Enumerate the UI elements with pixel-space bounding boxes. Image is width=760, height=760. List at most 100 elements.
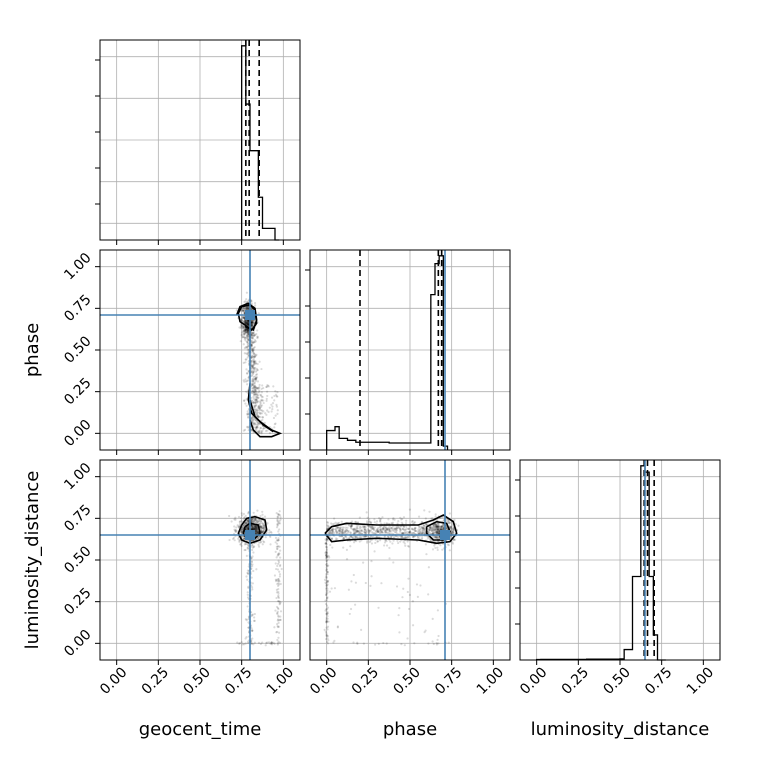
scatter-point [246,328,249,331]
scatter-point [336,537,339,541]
scatter-point [252,332,255,335]
scatter-point [251,332,255,335]
scatter-point [255,419,258,422]
scatter-point [407,527,411,530]
scatter-point [251,336,254,340]
scatter-point [251,349,254,352]
scatter-point [326,564,329,567]
scatter-point [278,580,281,583]
scatter-point [325,554,328,557]
scatter-point [339,530,342,533]
scatter-point [250,354,253,357]
scatter-point [326,520,329,524]
scatter-point [255,527,258,530]
scatter-point [246,322,250,326]
scatter-point [256,391,259,394]
x-tick-label: 0.25 [349,664,382,697]
scatter-point [255,409,258,412]
scatter-point [253,398,256,402]
scatter-point [247,307,250,310]
scatter-point [379,532,382,535]
scatter-point [246,323,249,326]
scatter-point [325,599,328,602]
scatter-point [262,401,265,405]
scatter-point [262,399,265,402]
scatter-point [251,629,254,632]
scatter-point [252,367,255,370]
scatter-point [416,530,419,533]
scatter-point [245,298,248,301]
scatter-point [326,628,329,631]
scatter-point [250,364,253,367]
scatter-point [436,529,440,532]
scatter-point [252,337,255,340]
scatter-point [261,526,264,529]
scatter-point [255,411,258,414]
scatter-point [380,530,384,533]
scatter-point [254,519,257,522]
scatter-point [251,528,255,531]
x-tick-label: 0.75 [432,664,465,697]
scatter-point [250,524,253,528]
scatter-point [439,544,442,547]
hist-panel-luminosity_distance: 0.00 0.25 0.50 0.75 1.00 [515,459,721,698]
scatter-point [364,535,367,538]
scatter-point [256,527,259,530]
scatter-point [254,423,258,426]
scatter-point [396,535,400,538]
scatter-point [245,554,248,557]
scatter-point [325,559,328,563]
scatter-point [246,519,249,522]
scatter-point [275,588,278,591]
scatter-point [422,529,426,532]
scatter-point [250,356,253,359]
scatter-point [250,343,253,347]
scatter-point [369,529,372,533]
scatter-point [247,329,250,332]
scatter-point [378,528,382,531]
scatter-point [255,390,258,393]
scatter-point [431,517,434,520]
scatter-point [325,613,329,616]
scatter-point [367,530,371,533]
scatter-point [346,526,349,529]
scatter-point [270,531,273,534]
scatter-point [413,642,416,645]
scatter-point [411,520,414,524]
scatter-point [365,531,368,534]
scatter-point [246,329,249,332]
scatter-point [251,371,255,374]
scatter-point [273,642,276,645]
scatter-point [401,517,404,521]
scatter-point [259,541,262,544]
scatter-point [407,527,410,531]
scatter-point [275,631,278,634]
scatter-point [435,530,439,533]
scatter-point [349,532,352,535]
contour-line [235,302,258,332]
scatter-point [256,530,259,533]
scatter-point [417,537,420,540]
scatter-point [270,641,273,644]
scatter-point [277,607,280,611]
scatter-point [403,530,406,533]
scatter-point [254,525,258,528]
scatter-point [253,408,256,412]
scatter-point [255,404,258,407]
scatter-point [385,530,388,534]
scatter-point [278,575,282,578]
scatter-point [440,528,443,531]
scatter-point [435,531,438,535]
scatter-panel-geocent_time_vs_phase: 0.000.250.500.751.00 [61,249,301,455]
scatter-point [254,525,257,528]
scatter-point [341,531,344,534]
scatter-point [259,404,262,407]
scatter-point [430,529,434,532]
scatter-point [419,531,422,535]
scatter-point [360,529,363,533]
scatter-point [391,521,395,524]
scatter-point [243,321,246,324]
scatter-point [246,348,249,351]
scatter-point [339,532,342,535]
scatter-point [253,519,256,522]
